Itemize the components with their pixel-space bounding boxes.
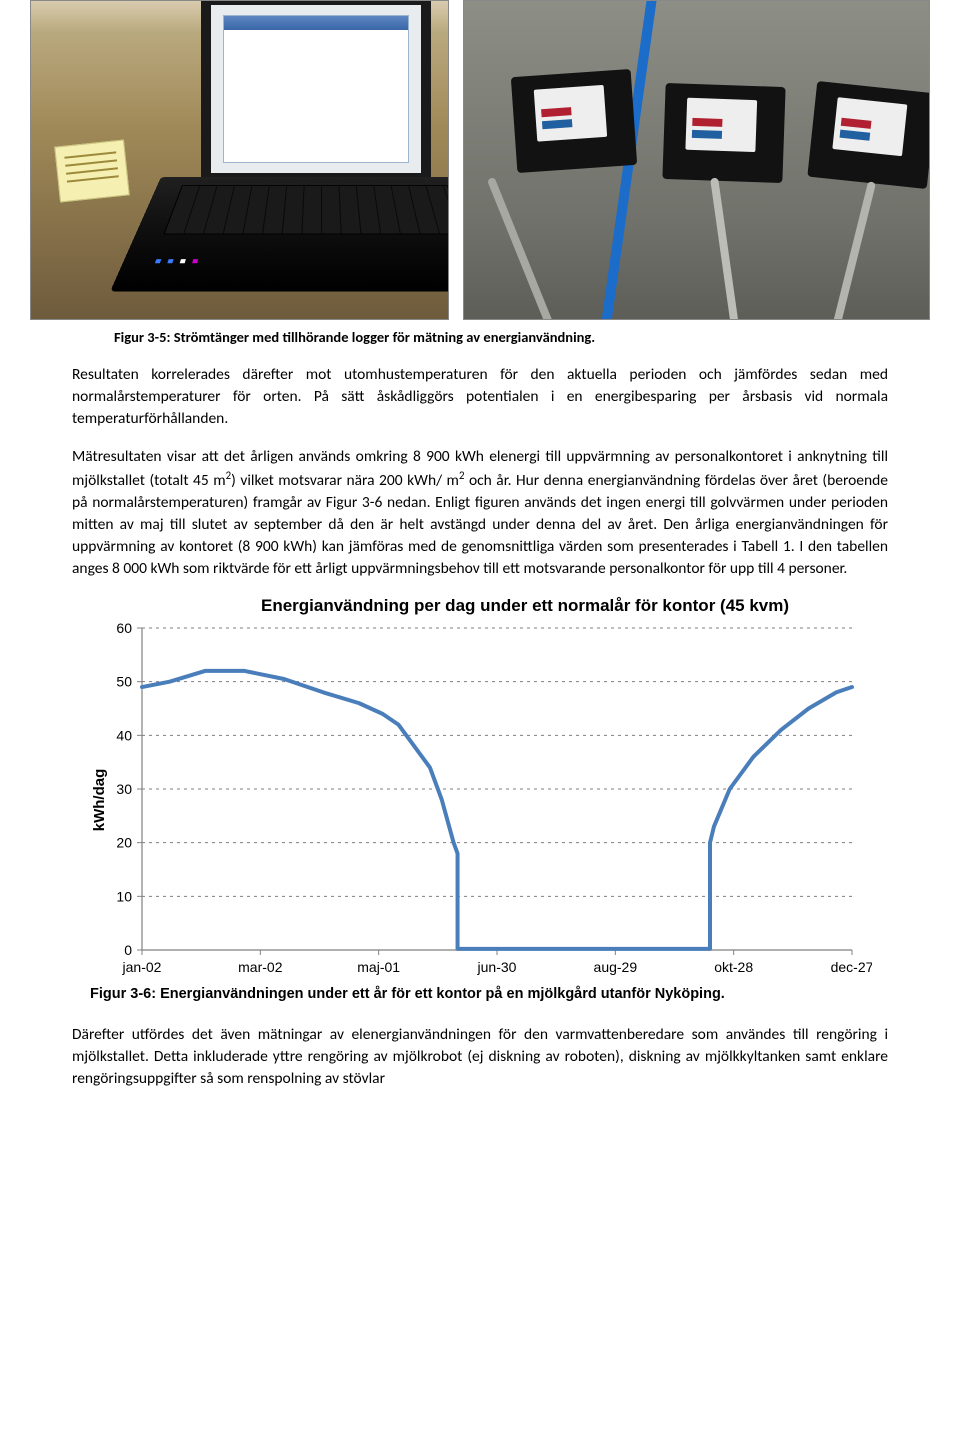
svg-text:jun-30: jun-30 bbox=[477, 959, 517, 975]
paragraph-2: Mätresultaten visar att det årligen anvä… bbox=[72, 446, 888, 580]
svg-text:50: 50 bbox=[116, 674, 132, 690]
svg-text:60: 60 bbox=[116, 620, 132, 636]
figure-3-6-caption: Figur 3-6: Energianvändningen under ett … bbox=[90, 986, 888, 1002]
svg-text:maj-01: maj-01 bbox=[357, 959, 400, 975]
svg-text:30: 30 bbox=[116, 781, 132, 797]
svg-text:aug-29: aug-29 bbox=[594, 959, 638, 975]
chart-container: Energianvändning per dag under ett norma… bbox=[82, 596, 878, 980]
chart-ylabel: kWh/dag bbox=[91, 769, 108, 832]
svg-text:10: 10 bbox=[116, 888, 132, 904]
figure-3-5-caption: Figur 3-5: Strömtänger med tillhörande l… bbox=[114, 328, 888, 346]
svg-text:40: 40 bbox=[116, 727, 132, 743]
para2-part-b: ) vilket motsvarar nära 200 kWh/ m bbox=[231, 471, 459, 490]
paragraph-3: Därefter utfördes det även mätningar av … bbox=[72, 1024, 888, 1090]
photo-current-clamps bbox=[463, 0, 930, 320]
svg-text:okt-28: okt-28 bbox=[714, 959, 753, 975]
chart-title: Energianvändning per dag under ett norma… bbox=[172, 596, 878, 616]
photo-row bbox=[0, 0, 960, 320]
svg-text:0: 0 bbox=[124, 942, 132, 958]
svg-text:dec-27: dec-27 bbox=[831, 959, 872, 975]
paragraph-1: Resultaten korrelerades därefter mot uto… bbox=[72, 364, 888, 430]
svg-text:mar-02: mar-02 bbox=[238, 959, 283, 975]
line-chart-svg: 0 10 20 30 40 50 60 jan-02 mar-02 maj-01 jun-30 aug… bbox=[82, 620, 872, 980]
svg-text:jan-02: jan-02 bbox=[122, 959, 162, 975]
svg-text:20: 20 bbox=[116, 835, 132, 851]
photo-laptop-logger bbox=[30, 0, 449, 320]
